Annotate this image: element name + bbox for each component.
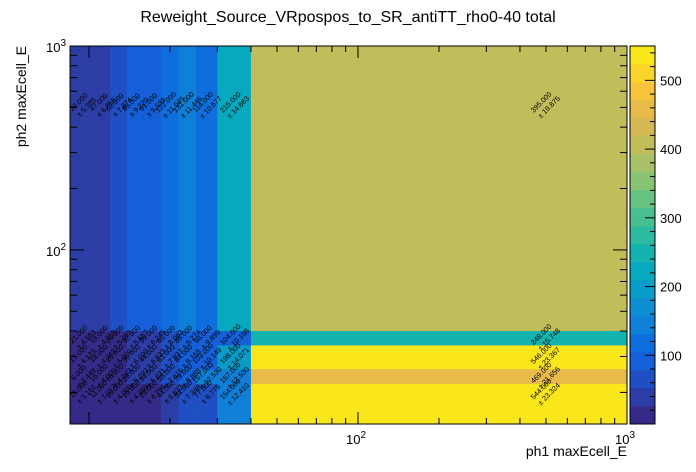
heatmap-cell [196, 369, 218, 385]
heatmap-cell [196, 345, 218, 370]
heatmap-cell [217, 331, 252, 346]
heatmap-cell [110, 46, 128, 332]
heatmap-cell [70, 369, 96, 385]
heatmap-cell [110, 345, 128, 370]
heatmap-cell [196, 331, 218, 346]
heatmap-cell [217, 383, 252, 403]
x-tick-label: 103 [615, 430, 635, 447]
heatmap-cell [126, 345, 144, 370]
heatmap-cell [178, 401, 197, 425]
heatmap-cell [178, 46, 197, 332]
heatmap-cell [70, 331, 96, 346]
heatmap-cell [94, 345, 111, 370]
x-tick-label: 102 [346, 430, 366, 447]
heatmap-cell [160, 383, 179, 403]
heatmap-cell [250, 331, 628, 346]
colorbar-swatch [630, 370, 655, 389]
heatmap-cell [250, 345, 628, 370]
colorbar-swatch [630, 280, 655, 299]
heatmap-cell [94, 331, 111, 346]
heatmap-cell [143, 383, 162, 403]
colorbar-swatch [630, 208, 655, 227]
y-tick-label: 102 [46, 242, 66, 259]
colorbar-swatch [630, 226, 655, 245]
heatmap-cell [160, 331, 179, 346]
heatmap-cell [94, 46, 111, 332]
heatmap-cell [250, 383, 628, 403]
heatmap-cell [160, 401, 179, 425]
colorbar-swatch [630, 118, 655, 137]
colorbar-swatch [630, 46, 655, 65]
colorbar-swatch [630, 298, 655, 317]
colorbar-tick-label: 300 [660, 211, 682, 226]
heatmap-cell [250, 401, 628, 425]
colorbar-swatch [630, 172, 655, 191]
heatmap-cell [196, 46, 218, 332]
heatmap-cell [196, 383, 218, 403]
colorbar-tick-label: 100 [660, 348, 682, 363]
colorbar-tick-label: 200 [660, 280, 682, 295]
colorbar-swatch [630, 352, 655, 371]
axes: 102 103 102 103 [46, 38, 635, 447]
heatmap-cell [110, 331, 128, 346]
heatmap-cell [110, 383, 128, 403]
heatmap-cell [126, 369, 144, 385]
heatmap-cell [217, 46, 252, 332]
heatmap-cell [160, 46, 179, 332]
heatmap-cell [178, 345, 197, 370]
heatmap-cell [143, 345, 162, 370]
heatmap-cell [143, 369, 162, 385]
x-axis-title: ph1 maxEcell_E [526, 443, 627, 459]
heatmap-cell [94, 383, 111, 403]
colorbar-swatch [630, 154, 655, 173]
heatmap-cell [196, 401, 218, 425]
heatmap-cell [70, 401, 96, 425]
y-tick-label: 103 [46, 38, 66, 55]
heatmap-cell [70, 383, 96, 403]
heatmap-cell [94, 369, 111, 385]
heatmap-cell [143, 331, 162, 346]
heatmap-cell [143, 401, 162, 425]
colorbar-swatch [630, 388, 655, 407]
heatmap-cell [70, 345, 96, 370]
plot-frame [69, 45, 628, 425]
colorbar: 100 200 300 400 500 [629, 45, 682, 425]
heatmap-cell [143, 46, 162, 332]
colorbar-swatch [630, 190, 655, 209]
colorbar-frame [629, 45, 656, 425]
heatmap-cell [217, 345, 252, 370]
heatmap-cell [110, 369, 128, 385]
y-axis-title: ph2 maxEcell_E [13, 46, 29, 147]
heatmap-cell [178, 331, 197, 346]
colorbar-swatch [630, 136, 655, 155]
colorbar-tick-label: 500 [660, 73, 682, 88]
colorbar-swatch [630, 334, 655, 353]
heatmap-cell [126, 383, 144, 403]
colorbar-tick-label: 400 [660, 142, 682, 157]
heatmap-cell [94, 401, 111, 425]
chart-title: Reweight_Source_VRpospos_to_SR_antiTT_rh… [140, 9, 555, 26]
heatmap-cell [217, 369, 252, 385]
heatmap-cells [70, 46, 628, 425]
heatmap-cell [250, 46, 628, 332]
heatmap-cell [110, 401, 128, 425]
colorbar-swatch [630, 262, 655, 281]
heatmap-cell [126, 46, 144, 332]
colorbar-swatch [630, 100, 655, 119]
heatmap-cell [217, 401, 252, 425]
colorbar-swatch [630, 64, 655, 83]
heatmap-cell [160, 369, 179, 385]
colorbar-swatch [630, 82, 655, 101]
heatmap-cell [250, 369, 628, 385]
heatmap-cell [160, 345, 179, 370]
heatmap-cell [126, 331, 144, 346]
colorbar-swatch [630, 316, 655, 335]
heatmap-cell [126, 401, 144, 425]
colorbar-swatch [630, 406, 655, 425]
heatmap-cell [178, 383, 197, 403]
heatmap-cell [178, 369, 197, 385]
colorbar-swatch [630, 244, 655, 263]
